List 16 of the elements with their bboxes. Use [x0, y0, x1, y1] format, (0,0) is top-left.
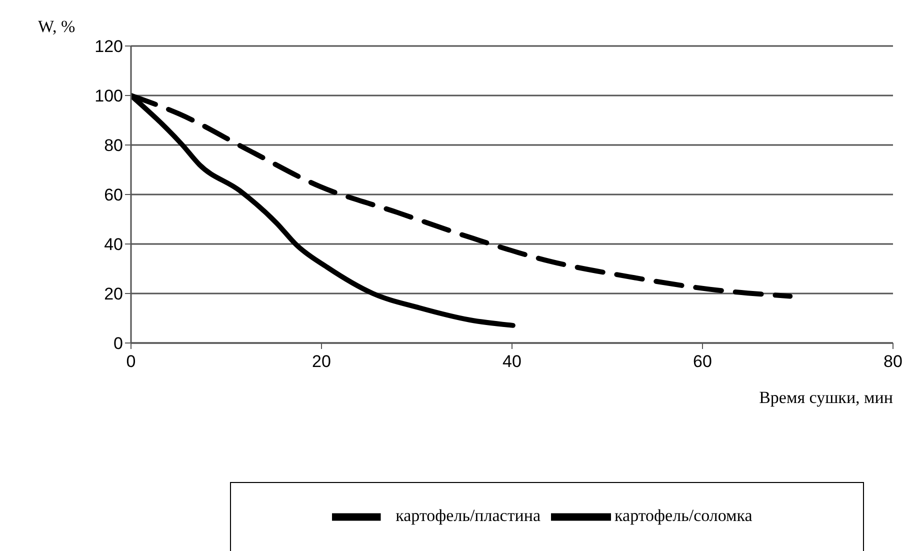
- y-tick-label: 40: [104, 235, 123, 254]
- legend-label: картофель/соломка: [614, 506, 752, 525]
- x-tick-label: 0: [126, 352, 136, 372]
- x-tick-label: 80: [884, 352, 902, 372]
- x-tick-label: 40: [502, 352, 522, 372]
- x-tick-label: 20: [312, 352, 331, 372]
- y-tick-label: 120: [94, 37, 123, 56]
- y-tick-label: 20: [104, 284, 123, 304]
- y-tick-label: 80: [104, 136, 123, 156]
- x-tick-label: 60: [693, 352, 712, 372]
- legend-label: картофель/пластина: [396, 506, 541, 525]
- x-axis-title: Время сушки, мин: [759, 388, 893, 407]
- y-tick-label: 0: [114, 334, 123, 354]
- y-tick-label: 60: [104, 186, 123, 205]
- y-axis-title: W, %: [38, 17, 76, 36]
- y-tick-label: 100: [94, 86, 123, 106]
